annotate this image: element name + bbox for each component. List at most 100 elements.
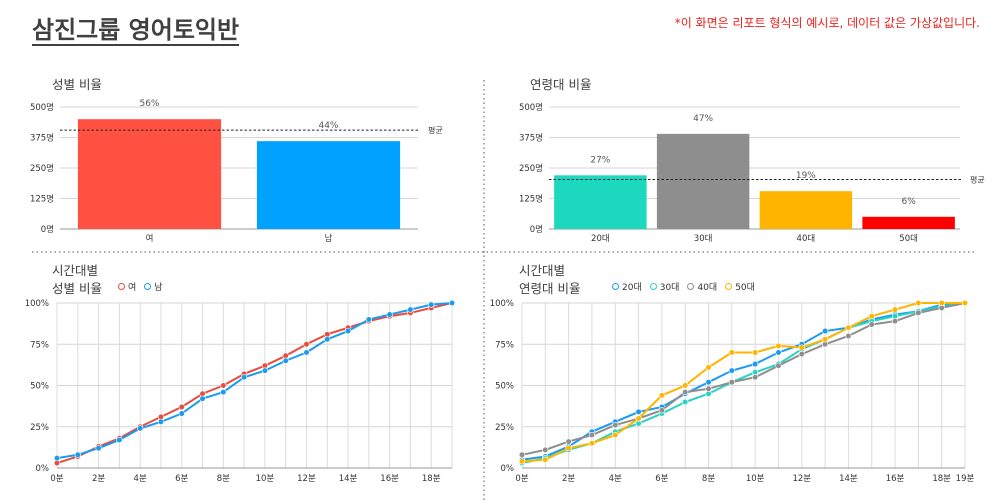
gender-ytick-label: 0명	[41, 224, 54, 235]
time-age-legend-item: 40대	[687, 280, 717, 293]
time-gender-xtick-label: 0분	[50, 474, 63, 484]
age-bar-chart: 0명 125명 250명 375명 500명 27% 20대 47% 30대 19% 40대 6% 50…	[519, 102, 985, 244]
time-age-data-point	[915, 299, 922, 307]
gender-ytick-label: 250명	[30, 163, 54, 174]
age-bar	[656, 133, 750, 229]
time-age-series-line	[521, 302, 966, 461]
time-age-data-point	[961, 299, 969, 307]
time-age-legend-item: 50대	[725, 280, 755, 293]
gender-category-label: 남	[325, 234, 333, 244]
time-age-ytick-label: 25%	[495, 423, 514, 433]
time-gender-xtick-label: 14분	[339, 474, 358, 484]
time-gender-xtick-label: 16분	[380, 474, 399, 484]
time-age-data-point	[705, 385, 712, 392]
time-age-xtick-label: 2분	[562, 474, 575, 484]
age-category-label: 40대	[797, 234, 816, 244]
time-gender-data-point	[116, 436, 123, 444]
time-age-legend-label: 40대	[697, 283, 718, 293]
time-gender-xtick-label: 12분	[297, 474, 316, 484]
time-gender-legend-marker	[118, 283, 125, 290]
time-gender-legend-item: 여	[118, 280, 136, 293]
time-age-data-point	[682, 389, 689, 396]
gender-ytick-label: 125명	[30, 194, 54, 205]
time-gender-data-point	[74, 451, 81, 458]
gender-bar	[256, 141, 401, 229]
time-age-xtick-label: 12분	[792, 474, 811, 484]
time-gender-data-point	[220, 382, 227, 389]
time-age-data-point	[775, 362, 782, 369]
age-category-label: 30대	[694, 234, 713, 244]
gender-ytick-label: 375명	[30, 133, 54, 144]
age-average-label: 평균	[970, 174, 985, 184]
time-age-xtick-label: 19분	[956, 474, 975, 484]
age-bar-value-label: 19%	[796, 171, 816, 181]
time-gender-data-point	[178, 403, 185, 411]
page-title: 삼진그룹 영어토익반	[32, 16, 240, 44]
time-age-data-point	[705, 364, 712, 371]
age-ytick-label: 125명	[519, 194, 543, 205]
time-age-legend-label: 20대	[622, 283, 642, 293]
gender-average-label: 평균	[428, 125, 443, 135]
time-age-data-point	[891, 306, 899, 313]
time-gender-data-point	[386, 311, 393, 318]
time-gender-data-point	[220, 389, 227, 396]
disclaimer-note: *이 화면은 리포트 형식의 예시로, 데이터 값은 가상값입니다.	[674, 16, 980, 30]
time-age-data-point	[728, 349, 735, 356]
time-age-data-point	[845, 332, 852, 340]
time-gender-legend-marker	[144, 283, 152, 290]
time-gender-data-point	[407, 306, 414, 313]
time-age-data-point	[565, 445, 572, 452]
age-bar-value-label: 47%	[693, 114, 713, 124]
time-age-data-point	[775, 349, 782, 356]
time-age-data-point	[868, 321, 875, 328]
time-age-data-point	[752, 349, 759, 356]
time-age-data-point	[728, 367, 735, 374]
time-age-legend-item: 30대	[649, 280, 680, 293]
age-category-label: 20대	[591, 234, 610, 244]
time-gender-ytick-label: 100%	[25, 299, 49, 309]
time-age-ytick-label: 100%	[490, 299, 514, 309]
time-age-title: 시간대별 연령대 비율	[519, 262, 580, 298]
time-age-data-point	[891, 318, 899, 325]
time-gender-xtick-label: 2분	[92, 474, 105, 484]
time-age-xtick-label: 10분	[746, 474, 765, 484]
time-gender-data-point	[157, 418, 165, 425]
gender-bar-chart: 0명 125명 250명 375명 500명 56% 여 44% 남 평균	[30, 99, 443, 244]
age-bar-value-label: 6%	[901, 197, 916, 207]
time-gender-ytick-label: 25%	[30, 423, 49, 433]
age-bar	[862, 216, 955, 229]
time-age-data-point	[775, 342, 782, 350]
time-age-legend-marker	[649, 283, 657, 290]
time-age-data-point	[798, 344, 805, 351]
time-age-legend-marker	[612, 283, 619, 290]
time-age-xtick-label: 6분	[655, 474, 668, 484]
time-gender-data-point	[303, 349, 310, 356]
time-age-data-point	[635, 415, 642, 422]
time-gender-data-point	[428, 301, 435, 308]
time-gender-ytick-label: 0%	[36, 464, 50, 474]
time-age-xtick-label: 8분	[702, 474, 715, 484]
age-ytick-label: 250명	[519, 163, 543, 174]
time-age-ytick-label: 50%	[495, 382, 514, 392]
time-age-ytick-label: 75%	[495, 340, 514, 350]
time-age-data-point	[845, 324, 852, 331]
age-line-chart: 0% 25% 50% 75% 100% 0분 2분 4분 6분 8분 10분 12분 14분 16분 18분…	[490, 299, 975, 484]
time-age-xtick-label: 4분	[609, 474, 622, 484]
time-age-data-point	[612, 431, 619, 439]
time-gender-title-line2: 성별 비율	[52, 281, 102, 296]
gender-bar	[77, 119, 222, 229]
age-ytick-label: 500명	[519, 102, 543, 113]
time-age-legend-item: 20대	[612, 280, 642, 293]
time-age-data-point	[588, 440, 596, 447]
time-gender-series-line	[56, 302, 453, 460]
time-gender-data-point	[344, 327, 352, 335]
time-gender-data-point	[303, 341, 310, 348]
gender-ratio-title: 성별 비율	[52, 77, 102, 92]
time-gender-legend-label: 여	[128, 283, 137, 293]
time-age-legend-label: 30대	[659, 283, 680, 293]
age-bar	[554, 175, 647, 229]
time-age-legend-marker	[687, 283, 695, 290]
time-age-data-point	[658, 392, 665, 399]
age-category-label: 50대	[899, 234, 918, 244]
